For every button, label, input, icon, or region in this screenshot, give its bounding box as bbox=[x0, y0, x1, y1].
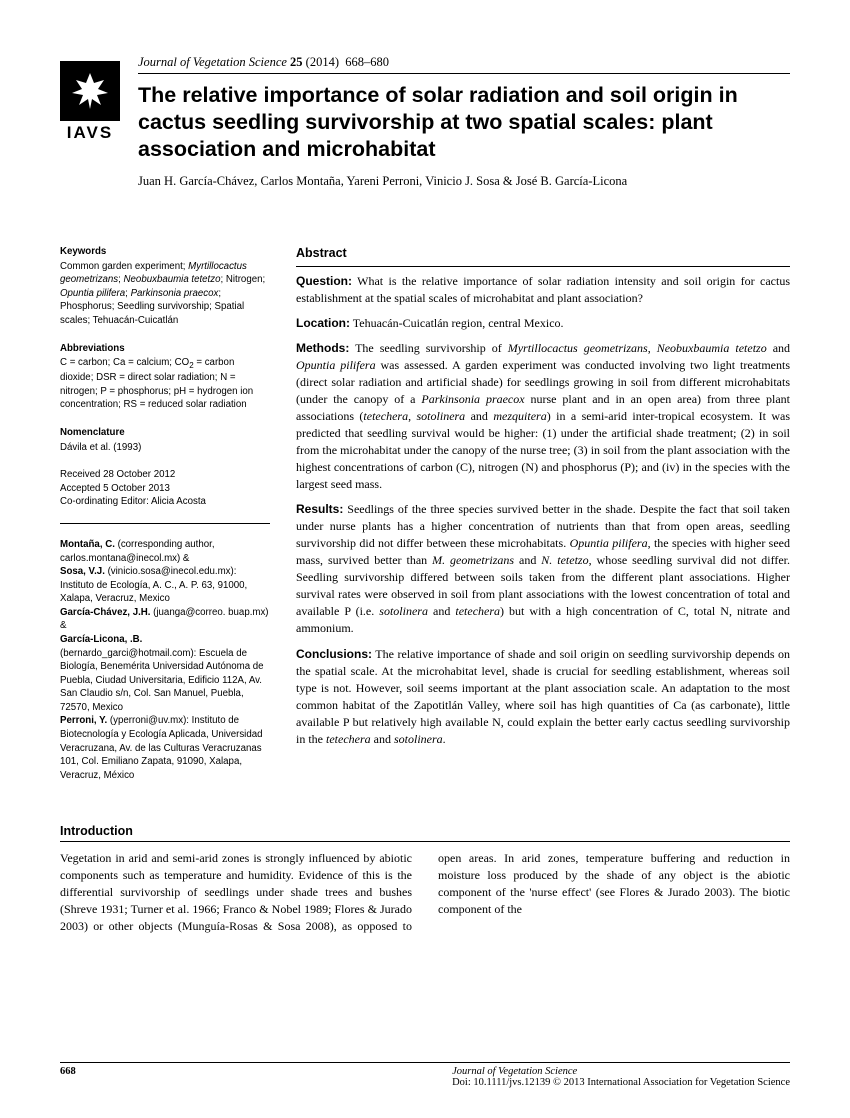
keywords-head: Keywords bbox=[60, 245, 270, 259]
question-body: What is the relative importance of solar… bbox=[296, 274, 790, 305]
keywords-block: Keywords Common garden experiment; Myrti… bbox=[60, 245, 270, 327]
dates-block: Received 28 October 2012 Accepted 5 Octo… bbox=[60, 468, 270, 509]
footer-doi: Doi: 10.1111/jvs.12139 © 2013 Internatio… bbox=[452, 1077, 790, 1088]
keywords-body: Common garden experiment; Myrtillocactus… bbox=[60, 260, 270, 328]
corr-sosa: Sosa, V.J. (vinicio.sosa@inecol.edu.mx):… bbox=[60, 565, 270, 606]
location-label: Location: bbox=[296, 316, 350, 330]
corr-garcia-chavez: García-Chávez, J.H. (juanga@correo. buap… bbox=[60, 606, 270, 633]
logo-text: IAVS bbox=[60, 123, 120, 143]
journal-year: (2014) bbox=[306, 55, 339, 69]
introduction-body: Vegetation in arid and semi-arid zones i… bbox=[60, 850, 790, 935]
authors: Juan H. García-Chávez, Carlos Montaña, Y… bbox=[138, 173, 790, 191]
logo: IAVS bbox=[60, 55, 120, 190]
article-title: The relative importance of solar radiati… bbox=[138, 82, 790, 163]
nomen-body: Dávila et al. (1993) bbox=[60, 441, 270, 455]
journal-volume: 25 bbox=[290, 55, 303, 69]
abstract-conclusions: Conclusions: The relative importance of … bbox=[296, 646, 790, 748]
abstract-location: Location: Tehuacán-Cuicatlán region, cen… bbox=[296, 315, 790, 332]
introduction-head: Introduction bbox=[60, 824, 790, 842]
main: Abstract Question: What is the relative … bbox=[296, 245, 790, 796]
abbrev-body: C = carbon; Ca = calcium; CO2 = carbon d… bbox=[60, 356, 270, 412]
corr-perroni: Perroni, Y. (yperroni@uv.mx): Instituto … bbox=[60, 714, 270, 782]
editor-line: Co-ordinating Editor: Alicia Acosta bbox=[60, 495, 270, 509]
correspondence-block: Montaña, C. (corresponding author, carlo… bbox=[60, 538, 270, 782]
sidebar-divider bbox=[60, 523, 270, 524]
received-date: Received 28 October 2012 bbox=[60, 468, 270, 482]
journal-pages: 668–680 bbox=[345, 55, 389, 69]
abstract-methods: Methods: The seedling survivorship of My… bbox=[296, 340, 790, 493]
footer-right: Journal of Vegetation Science Doi: 10.11… bbox=[452, 1066, 790, 1088]
abstract-results: Results: Seedlings of the three species … bbox=[296, 501, 790, 637]
conclusions-label: Conclusions: bbox=[296, 647, 372, 661]
corr-garcia-licona: García-Licona, .B. (bernardo_garci@hotma… bbox=[60, 633, 270, 714]
header: IAVS Journal of Vegetation Science 25 (2… bbox=[60, 55, 790, 190]
accepted-date: Accepted 5 October 2013 bbox=[60, 482, 270, 496]
corr-montana: Montaña, C. (corresponding author, carlo… bbox=[60, 538, 270, 565]
methods-label: Methods: bbox=[296, 341, 349, 355]
location-body: Tehuacán-Cuicatlán region, central Mexic… bbox=[350, 316, 564, 330]
introduction-section: Introduction Vegetation in arid and semi… bbox=[60, 824, 790, 935]
nomen-block: Nomenclature Dávila et al. (1993) bbox=[60, 426, 270, 454]
journal-name: Journal of Vegetation Science bbox=[138, 55, 287, 69]
page-number: 668 bbox=[60, 1066, 76, 1088]
logo-icon bbox=[60, 61, 120, 121]
header-content: Journal of Vegetation Science 25 (2014) … bbox=[138, 55, 790, 190]
question-label: Question: bbox=[296, 274, 352, 288]
footer: 668 Journal of Vegetation Science Doi: 1… bbox=[60, 1062, 790, 1088]
abstract-question: Question: What is the relative importanc… bbox=[296, 273, 790, 307]
journal-citation: Journal of Vegetation Science 25 (2014) … bbox=[138, 55, 790, 74]
abstract-head: Abstract bbox=[296, 245, 790, 267]
content: Keywords Common garden experiment; Myrti… bbox=[60, 245, 790, 796]
footer-journal: Journal of Vegetation Science bbox=[452, 1066, 577, 1077]
sidebar: Keywords Common garden experiment; Myrti… bbox=[60, 245, 270, 796]
abbrev-block: Abbreviations C = carbon; Ca = calcium; … bbox=[60, 342, 270, 412]
nomen-head: Nomenclature bbox=[60, 426, 270, 440]
results-label: Results: bbox=[296, 502, 343, 516]
abbrev-head: Abbreviations bbox=[60, 342, 270, 356]
